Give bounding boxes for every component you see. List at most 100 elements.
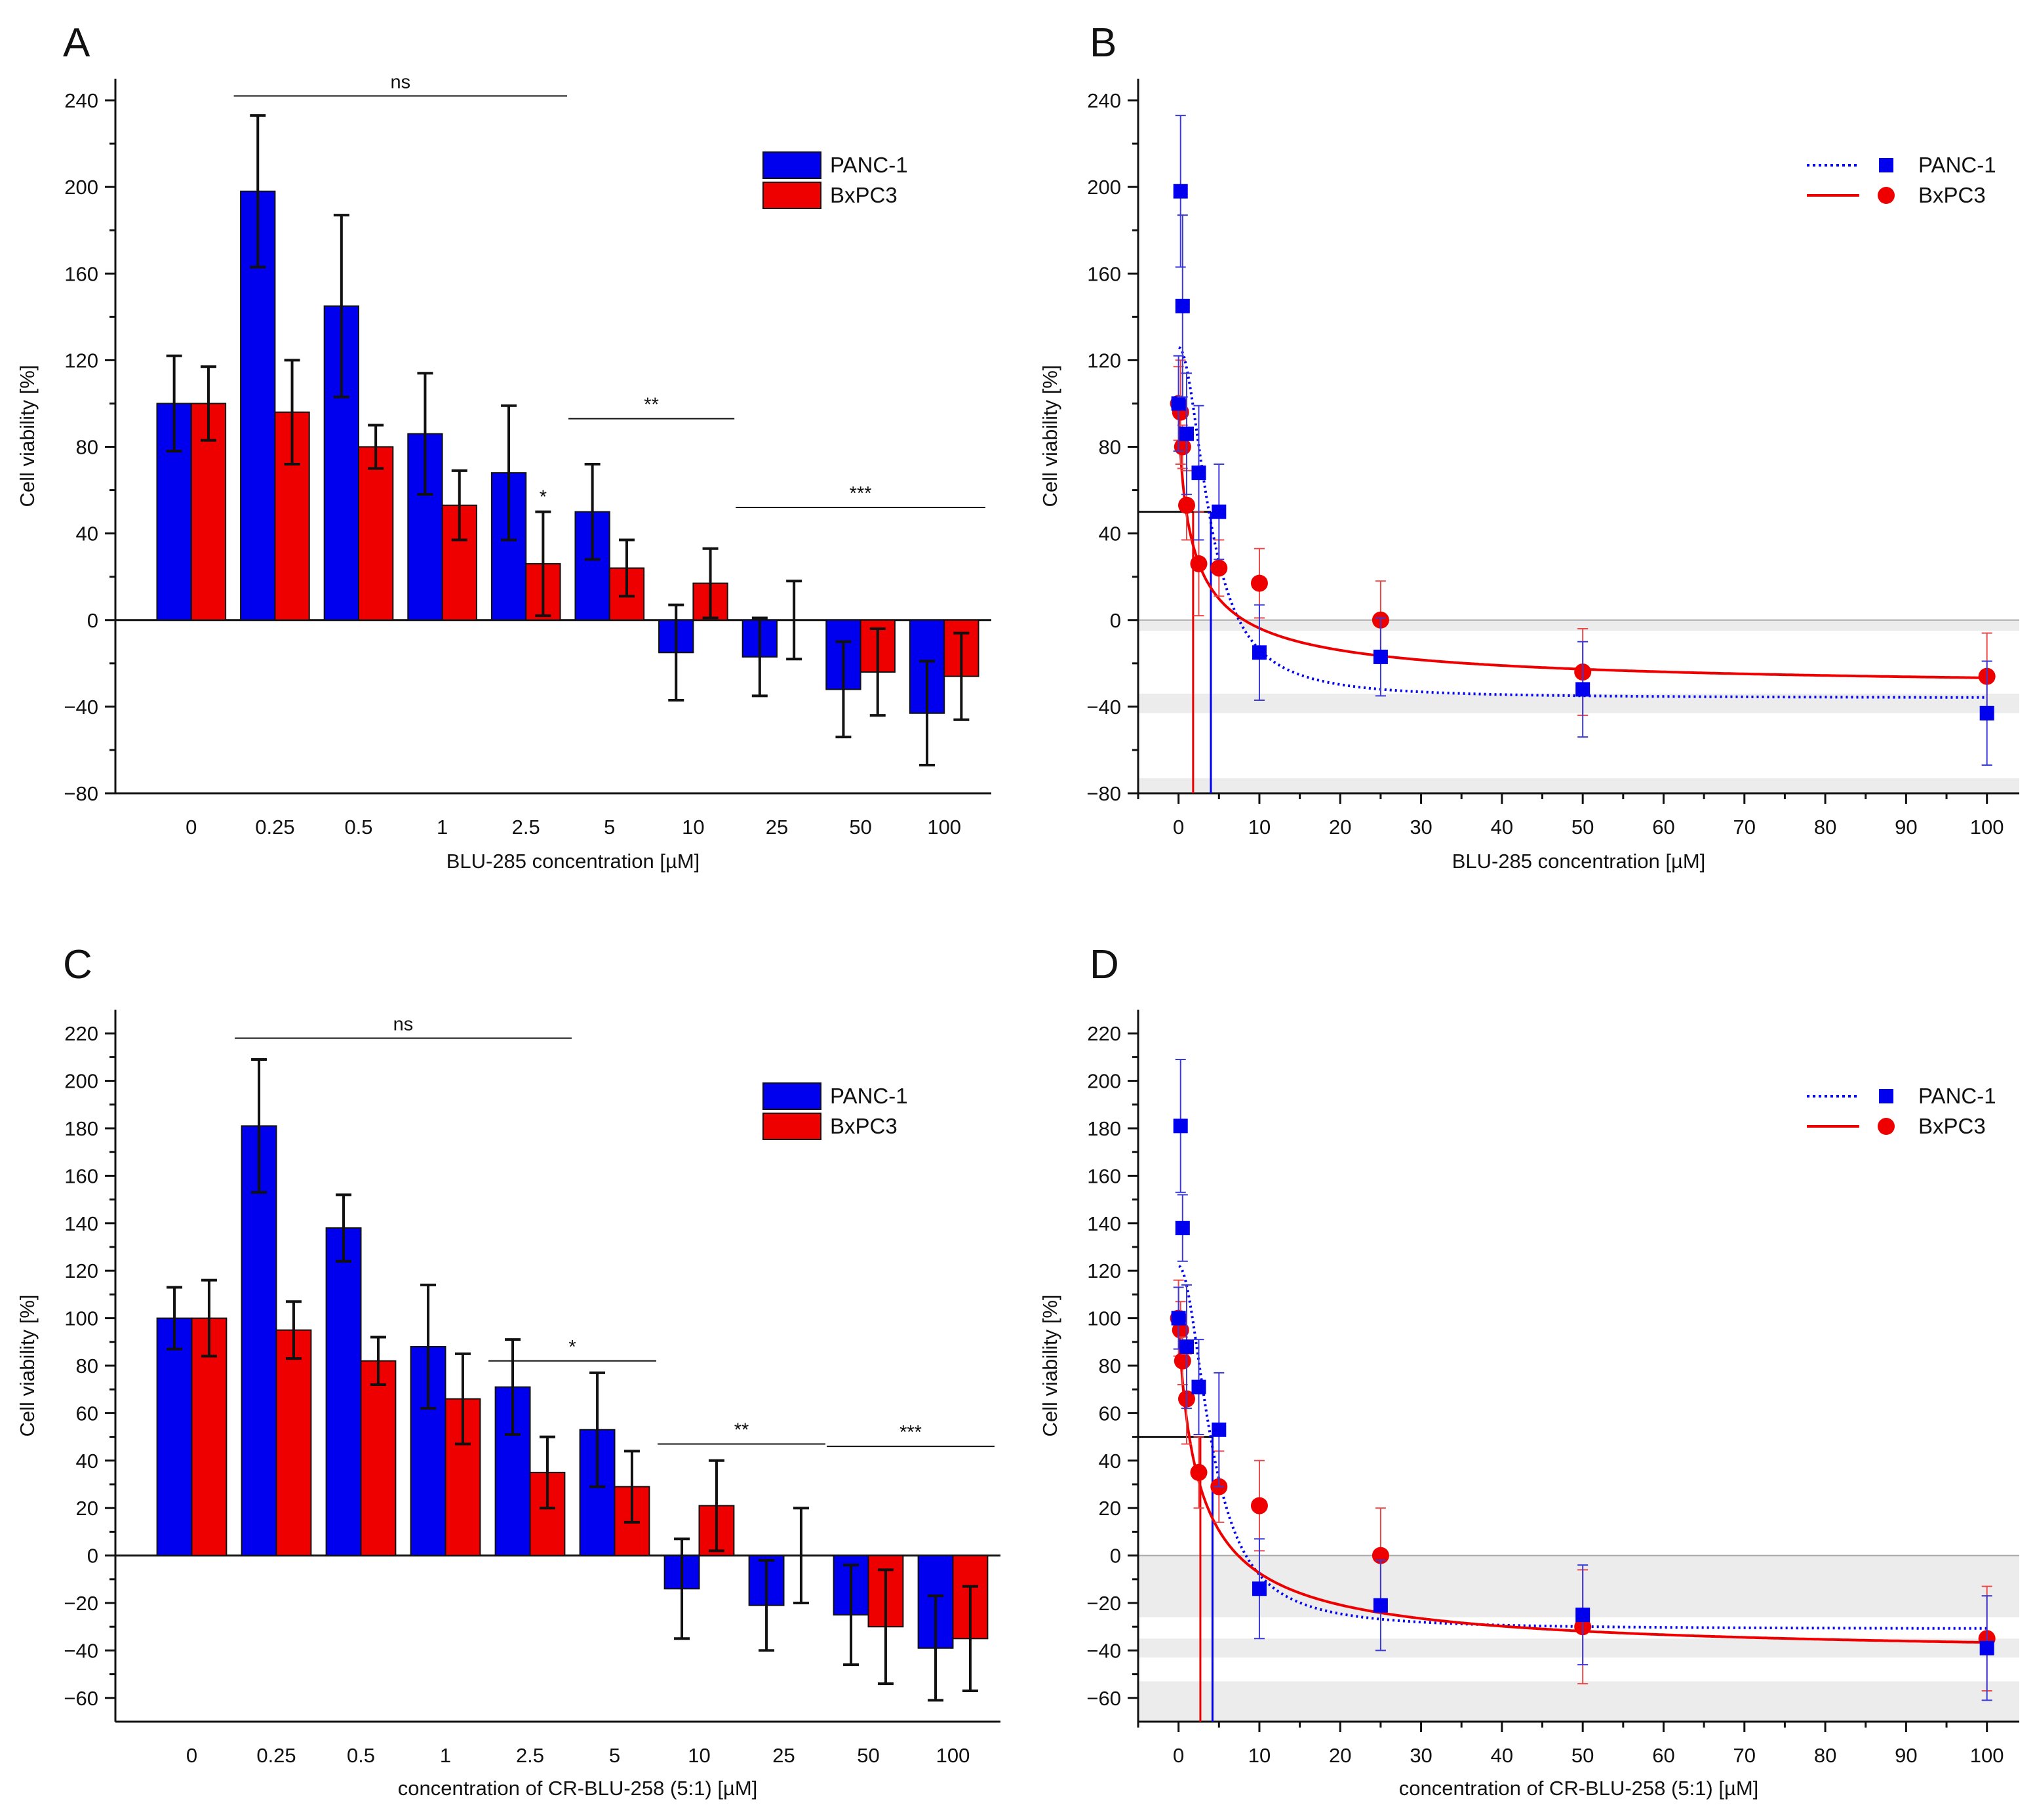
- y-tick-label: 200: [64, 1070, 98, 1093]
- y-tick-label: 200: [1087, 176, 1121, 199]
- y-tick-label: 0: [87, 609, 98, 632]
- y-tick-label: 80: [76, 1355, 98, 1377]
- panel-label: B: [1090, 20, 1116, 66]
- y-tick-label: 200: [64, 176, 98, 199]
- legend-label: BxPC3: [1918, 1114, 1986, 1138]
- legend-marker-bxpc3: [1878, 187, 1895, 204]
- legend-label: PANC-1: [1918, 153, 1996, 177]
- significance-label: ns: [390, 71, 410, 92]
- point-panc1: [1175, 1221, 1190, 1236]
- y-tick-label: 60: [1099, 1402, 1121, 1425]
- x-tick-label: 50: [857, 1744, 879, 1767]
- point-panc1: [1173, 184, 1188, 199]
- y-axis-label: Cell viability [%]: [1038, 1294, 1061, 1436]
- point-panc1: [1191, 465, 1206, 481]
- y-tick-label: 220: [64, 1022, 98, 1045]
- x-tick-label: 0.25: [256, 1744, 296, 1767]
- confidence-band: [1138, 1638, 2019, 1658]
- bar-bxpc3: [358, 446, 394, 621]
- y-tick-label: −20: [64, 1592, 98, 1615]
- y-tick-label: −60: [1086, 1687, 1121, 1710]
- x-tick-label: 20: [1329, 1744, 1351, 1767]
- point-panc1: [1212, 504, 1227, 519]
- y-tick-label: 20: [76, 1497, 98, 1520]
- point-panc1: [1179, 426, 1194, 441]
- point-bxpc3: [1174, 1352, 1191, 1370]
- y-tick-label: 120: [1087, 1259, 1121, 1282]
- y-tick-label: 180: [64, 1117, 98, 1140]
- point-panc1: [1171, 1311, 1186, 1326]
- bar-bxpc3: [360, 1360, 397, 1556]
- significance-label: ***: [899, 1422, 922, 1443]
- point-panc1: [1575, 1608, 1590, 1623]
- point-panc1: [1252, 1581, 1267, 1596]
- point-bxpc3: [1210, 559, 1228, 577]
- y-tick-label: −80: [64, 782, 98, 805]
- legend-label: PANC-1: [830, 153, 908, 177]
- y-tick-label: 60: [76, 1402, 98, 1425]
- point-panc1: [1175, 298, 1190, 313]
- y-tick-label: 0: [1110, 609, 1121, 632]
- point-panc1: [1373, 1598, 1388, 1613]
- x-tick-label: 10: [1248, 816, 1271, 839]
- x-tick-label: 5: [609, 1744, 620, 1767]
- panel-label: A: [63, 20, 90, 66]
- x-tick-label: 100: [1970, 1744, 2004, 1767]
- panel-A: A −80 −40 0 40 80 120 160 200 240 Cell viability […: [16, 20, 991, 873]
- point-panc1: [1575, 682, 1590, 697]
- bar-panc1: [156, 1317, 193, 1556]
- x-tick-label: 1: [440, 1744, 451, 1767]
- legend-marker-panc1: [1879, 1089, 1893, 1103]
- y-tick-label: 140: [1087, 1212, 1121, 1235]
- y-tick-label: 0: [1110, 1545, 1121, 1568]
- fit-curve-panc1: [1178, 346, 1987, 699]
- y-tick-label: 0: [87, 1545, 98, 1568]
- y-tick-label: 40: [1099, 523, 1121, 545]
- legend-label: BxPC3: [830, 183, 898, 207]
- significance-label: *: [540, 486, 547, 507]
- x-axis-label: concentration of CR-BLU-258 (5:1) [µM]: [1399, 1777, 1759, 1800]
- y-tick-label: 140: [64, 1212, 98, 1235]
- point-bxpc3: [1172, 1321, 1189, 1339]
- legend-swatch-bxpc3: [762, 1113, 821, 1140]
- y-tick-label: 200: [1087, 1070, 1121, 1093]
- y-tick-label: 120: [64, 349, 98, 372]
- x-tick-label: 70: [1733, 1744, 1756, 1767]
- x-tick-label: 25: [772, 1744, 795, 1767]
- panel-D: D−60−40−20020406080100120140160180200220…: [1038, 942, 2019, 1800]
- y-tick-label: −20: [1086, 1592, 1121, 1615]
- point-panc1: [1212, 1422, 1227, 1437]
- y-tick-label: −40: [64, 1639, 98, 1662]
- significance-label: **: [734, 1419, 749, 1440]
- y-tick-label: 160: [1087, 262, 1121, 285]
- y-tick-label: 160: [64, 262, 98, 285]
- y-tick-label: 40: [76, 523, 98, 545]
- y-tick-label: 80: [1099, 1355, 1121, 1377]
- point-panc1: [1179, 1339, 1194, 1355]
- x-tick-label: 0.5: [347, 1744, 375, 1767]
- confidence-band: [1138, 620, 2019, 631]
- point-panc1: [1373, 649, 1388, 664]
- x-tick-label: 50: [849, 816, 871, 839]
- x-tick-label: 0.5: [344, 816, 372, 839]
- y-tick-label: 100: [64, 1307, 98, 1330]
- x-tick-label: 0: [1173, 1744, 1184, 1767]
- point-bxpc3: [1190, 555, 1208, 572]
- x-tick-label: 10: [688, 1744, 710, 1767]
- legend-swatch-panc1: [762, 151, 821, 179]
- legend-swatch-bxpc3: [762, 182, 821, 209]
- x-tick-label: 10: [1248, 1744, 1271, 1767]
- confidence-band: [1138, 778, 2019, 793]
- y-tick-label: −40: [1086, 696, 1121, 719]
- y-tick-label: −40: [64, 696, 98, 719]
- x-tick-label: 90: [1895, 1744, 1917, 1767]
- bar-panc1: [241, 1125, 277, 1556]
- x-tick-label: 50: [1571, 816, 1594, 839]
- point-bxpc3: [1190, 1463, 1208, 1481]
- y-tick-label: 120: [64, 1259, 98, 1282]
- x-tick-label: 60: [1652, 1744, 1674, 1767]
- y-tick-label: 240: [64, 89, 98, 112]
- x-tick-label: 80: [1814, 816, 1836, 839]
- x-axis-label: concentration of CR-BLU-258 (5:1) [µM]: [398, 1777, 758, 1800]
